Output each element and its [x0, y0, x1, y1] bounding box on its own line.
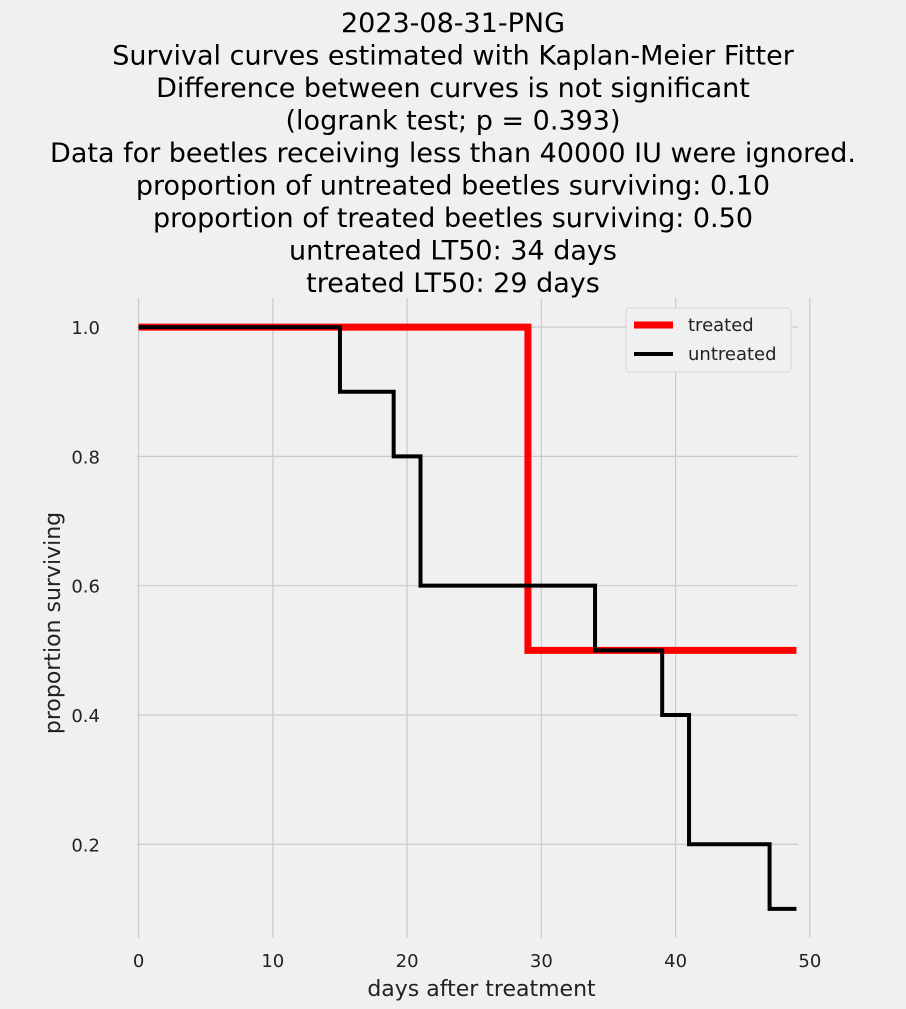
x-tick-label-0: 0 — [133, 951, 144, 972]
y-axis-label: proportion surviving — [41, 512, 66, 734]
x-axis-ticks: 0 10 20 30 40 50 — [133, 951, 821, 972]
y-tick-label-1: 0.4 — [71, 706, 100, 727]
series-line-untreated — [138, 325, 797, 911]
legend-label-untreated: untreated — [688, 344, 777, 365]
x-tick-label-2: 20 — [396, 951, 419, 972]
y-tick-label-2: 0.6 — [71, 577, 100, 598]
x-tick-label-3: 30 — [530, 951, 553, 972]
title-line-0: 2023-08-31-PNG — [341, 8, 565, 39]
x-tick-label-5: 50 — [798, 951, 821, 972]
y-tick-label-3: 0.8 — [71, 447, 100, 468]
title-line-4: Data for beetles receiving less than 400… — [50, 138, 856, 169]
y-axis-ticks: 0.2 0.4 0.6 0.8 1.0 — [71, 318, 100, 856]
legend-label-treated: treated — [688, 315, 754, 336]
y-tick-label-0: 0.2 — [71, 835, 100, 856]
title-line-8: treated LT50: 29 days — [306, 268, 600, 299]
title-line-7: untreated LT50: 34 days — [289, 236, 617, 267]
title-line-3: (logrank test; p = 0.393) — [286, 106, 621, 137]
legend: treated untreated — [625, 307, 792, 373]
y-tick-label-4: 1.0 — [71, 318, 100, 339]
title-line-5: proportion of untreated beetles survivin… — [136, 171, 770, 202]
x-tick-label-4: 40 — [664, 951, 687, 972]
series-line-treated — [138, 323, 797, 654]
x-tick-label-1: 10 — [261, 951, 284, 972]
grid — [137, 298, 811, 938]
x-axis-label: days after treatment — [367, 977, 596, 1002]
series-layer — [138, 323, 797, 911]
title-line-6: proportion of treated beetles surviving:… — [153, 203, 753, 234]
title-line-1: Survival curves estimated with Kaplan-Me… — [112, 41, 795, 72]
title-line-2: Difference between curves is not signifi… — [156, 73, 750, 104]
